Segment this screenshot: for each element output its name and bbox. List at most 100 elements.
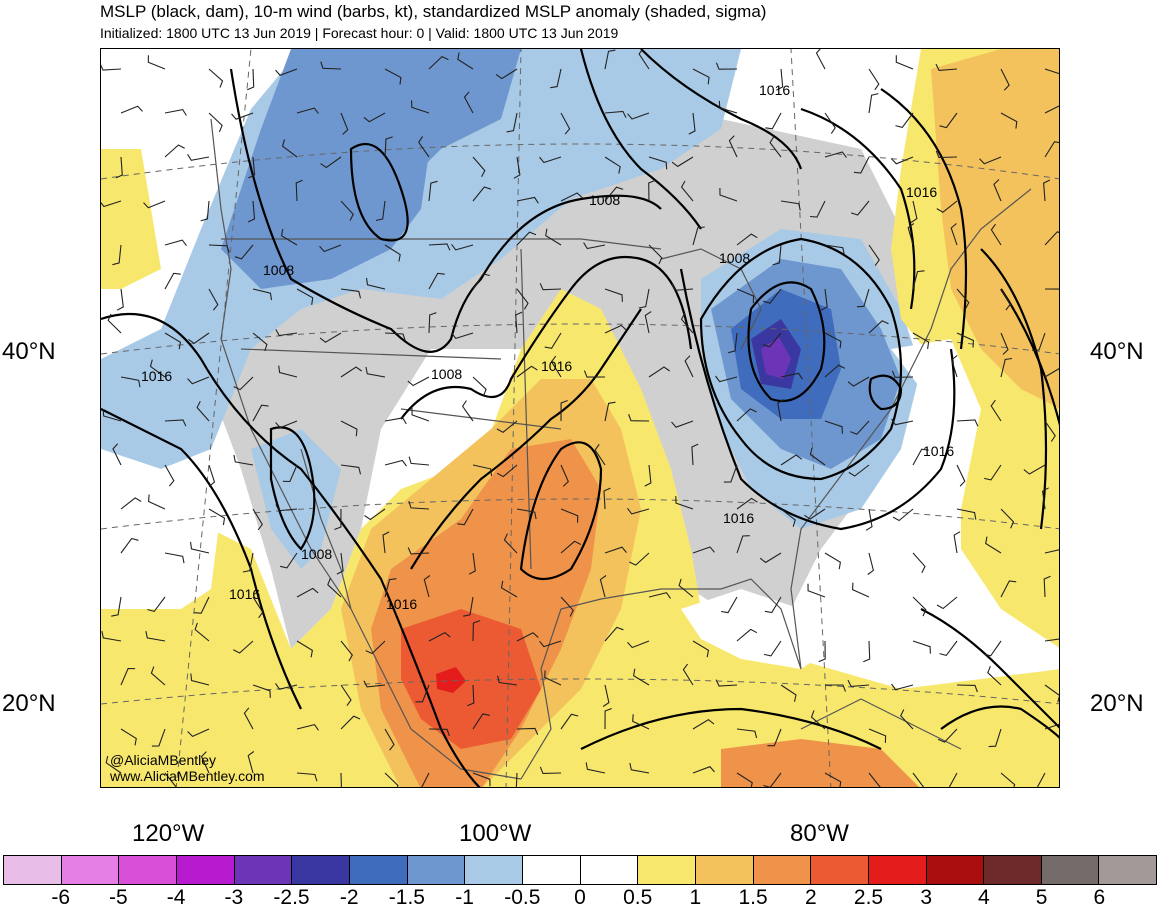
wind-barb [120,728,137,746]
wind-barb [101,64,122,71]
wind-barb [496,420,518,433]
wind-barb [327,577,342,598]
wind-barb [937,728,958,743]
anomaly-yellow-west [101,149,161,289]
wind-barb [495,68,518,80]
wind-barb [275,683,298,690]
wind-barb [516,727,539,736]
wind-barb [296,587,319,598]
wind-barb [278,365,298,378]
wind-barb [825,684,847,692]
wind-barb [428,312,437,334]
wind-barb [1043,575,1051,598]
colorbar-swatch [811,856,869,884]
wind-barb [736,233,758,246]
wind-barb [815,49,826,70]
wind-barb [231,112,254,120]
wind-barb [692,719,715,730]
wind-barb [719,187,738,202]
wind-barb [560,192,583,202]
wind-barb [319,244,342,253]
wind-barb [384,136,393,158]
wind-barb [948,772,958,787]
wind-barb [252,684,271,698]
wind-barb [868,68,880,91]
wind-barb [252,288,273,301]
wind-barb [1000,68,1010,91]
wind-barb [847,376,870,387]
wind-barb [451,243,474,251]
wind-barb [408,501,430,510]
wind-barb [688,112,696,135]
wind-barb [151,728,166,747]
wind-barb [147,55,166,70]
wind-barb [296,640,314,658]
wind-barb [868,244,880,266]
wind-barb [604,288,623,302]
wind-barb [604,49,616,70]
wind-barb [107,313,122,334]
anomaly-blue-northcentral [321,49,521,179]
colorbar-swatch [119,856,177,884]
wind-barb [252,596,264,619]
wind-barb [951,355,958,378]
wind-barb [1044,420,1056,442]
wind-barb [164,552,185,564]
wind-barb [252,508,263,531]
wind-barb [164,772,177,787]
wind-barb [848,464,870,477]
wind-barb [143,200,166,209]
colorbar-tick-label: -3 [224,886,244,909]
colorbar-tick-label: 4 [978,886,990,909]
wind-barb [604,156,621,174]
wind-barb [516,365,538,378]
wind-barb [644,464,652,487]
wind-barb [627,640,650,649]
wind-barb [682,663,694,686]
wind-barb [164,332,182,350]
wind-barb [1000,508,1015,529]
wind-barb [101,200,122,208]
wind-barb [956,684,978,693]
wind-barb [516,231,537,246]
wind-barb [953,531,961,554]
anomaly-red-south [436,667,466,693]
contour-label: 1016 [386,596,417,612]
wind-barb [233,376,254,391]
anomaly-white-atlantic [831,339,981,589]
wind-barb [868,772,881,787]
wind-barb [852,582,870,598]
wind-barb [777,399,785,422]
credit-website: www.AliciaMBentley.com [110,768,265,784]
wind-barb [603,487,611,510]
coastlines [210,118,1032,780]
wind-barb [936,596,958,610]
wind-barb [463,91,474,114]
wind-barb [671,420,694,428]
wind-barb [242,552,254,573]
wind-barb [468,552,476,575]
wind-barb [365,640,386,655]
colorbar-tick-label: 0 [574,886,586,909]
wind-barb [384,332,406,341]
wind-barb [956,332,974,348]
wind-barb [340,420,358,437]
colorbar-tick-label: 1.5 [738,886,768,909]
wind-barb [150,666,166,686]
wind-barb [296,723,319,731]
wind-barb [340,772,342,787]
contour-label: 1008 [719,250,750,266]
wind-barb [194,622,210,642]
wind-barb [164,419,187,427]
wind-barb [728,135,738,158]
wind-barb [187,376,210,385]
wind-barb [164,144,185,158]
wind-barb [1000,580,1017,598]
wind-barb [907,223,915,246]
wind-barb [990,223,1002,246]
wind-barb [120,537,139,554]
wind-barb [384,417,407,425]
wind-barb [644,311,652,334]
wind-barb [983,464,1002,481]
wind-barb [736,772,753,787]
